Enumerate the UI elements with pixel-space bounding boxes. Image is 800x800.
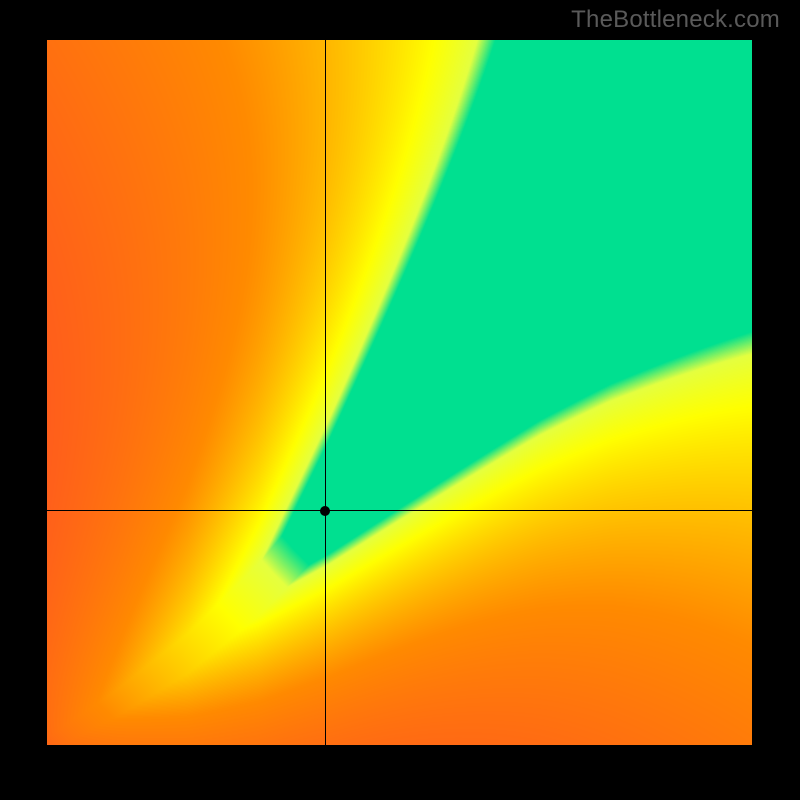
heatmap-canvas: [47, 40, 752, 745]
crosshair-vertical: [325, 40, 326, 745]
root: TheBottleneck.com: [0, 0, 800, 800]
bottleneck-heatmap: [47, 40, 752, 745]
watermark-text: TheBottleneck.com: [571, 6, 780, 34]
crosshair-horizontal: [47, 510, 752, 511]
crosshair-marker: [320, 506, 330, 516]
